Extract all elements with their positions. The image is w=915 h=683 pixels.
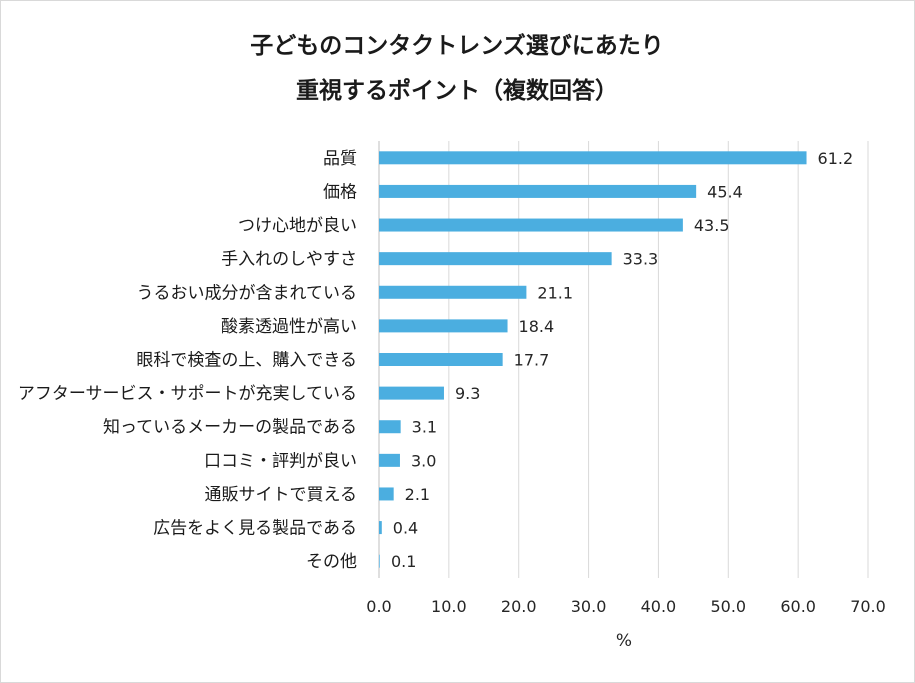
bar-3 (379, 252, 612, 266)
bar-2 (379, 218, 683, 232)
data-label: 61.2 (818, 149, 854, 168)
category-label: 通販サイトで買える (205, 485, 358, 505)
data-label: 18.4 (519, 317, 555, 336)
data-label: 21.1 (537, 283, 573, 302)
x-tick-label: 40.0 (641, 597, 677, 616)
category-label: 口コミ・評判が良い (204, 451, 357, 471)
category-label: 眼科で検査の上、購入できる (136, 351, 357, 371)
x-tick-label: 70.0 (850, 597, 886, 616)
bar-5 (379, 319, 508, 333)
category-label: 広告をよく見る製品である (153, 519, 357, 539)
x-tick-label: 0.0 (366, 597, 391, 616)
x-tick-label: 30.0 (571, 597, 607, 616)
category-label: アフターサービス・サポートが充実している (18, 384, 357, 404)
data-label: 3.1 (412, 418, 437, 437)
data-label: 33.3 (623, 250, 659, 269)
chart-title-line-1: 子どものコンタクトレンズ選びにあたり (250, 32, 664, 59)
bar-10 (379, 487, 394, 501)
category-label: 知っているメーカーの製品である (103, 418, 357, 438)
bar-7 (379, 386, 444, 400)
data-label: 0.1 (391, 552, 416, 571)
bars (379, 151, 807, 568)
x-tick-label: 20.0 (501, 597, 537, 616)
category-label: 手入れのしやすさ (221, 250, 357, 270)
bar-0 (379, 151, 807, 165)
category-label: 価格 (323, 182, 357, 202)
category-label: つけ心地が良い (238, 216, 357, 236)
x-tick-label: 50.0 (710, 597, 746, 616)
bar-12 (379, 554, 380, 568)
data-labels: 61.2 45.4 43.5 33.3 21.1 18.4 17.7 9.3 3.1 3.0 2.1… (391, 149, 853, 571)
data-label: 3.0 (411, 451, 436, 470)
bar-1 (379, 184, 697, 198)
category-label: 品質 (323, 149, 357, 169)
x-axis-title: % (616, 631, 632, 651)
data-label: 43.5 (694, 216, 730, 235)
x-tick-labels: 0.0 10.0 20.0 30.0 40.0 50.0 60.0 70.0 (366, 597, 886, 616)
category-label: 酸素透過性が高い (221, 317, 357, 337)
data-label: 9.3 (455, 384, 480, 403)
bar-6 (379, 353, 503, 366)
bar-11 (379, 521, 382, 535)
data-label: 45.4 (707, 182, 743, 201)
x-tick-label: 10.0 (431, 597, 467, 616)
bar-9 (379, 453, 400, 467)
gridlines (378, 141, 869, 578)
bar-8 (379, 420, 401, 434)
data-label: 17.7 (514, 351, 550, 370)
category-label: うるおい成分が含まれている (137, 283, 358, 303)
category-label: その他 (306, 552, 357, 572)
bar-4 (379, 285, 527, 299)
data-label: 2.1 (405, 485, 430, 504)
x-tick-label: 60.0 (780, 597, 816, 616)
data-label: 0.4 (393, 519, 418, 538)
chart-title-line-2: 重視するポイント（複数回答） (296, 77, 618, 104)
category-labels: 品質価格つけ心地が良い手入れのしやすさうるおい成分が含まれている酸素透過性が高い… (18, 149, 357, 572)
